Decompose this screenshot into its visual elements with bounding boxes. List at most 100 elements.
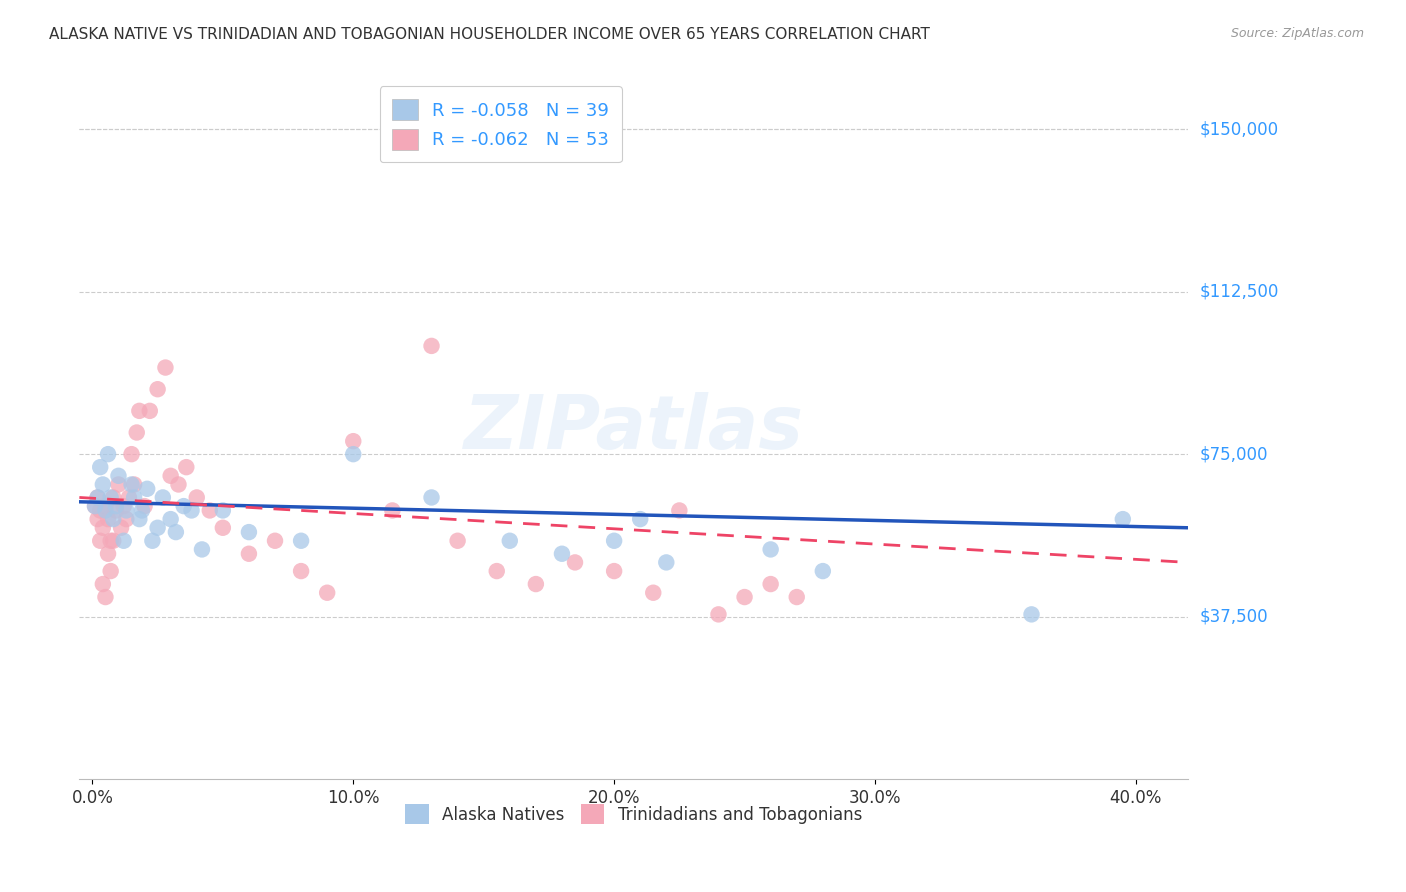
Point — [110, 521, 132, 535]
Point — [115, 503, 138, 517]
Text: ALASKA NATIVE VS TRINIDADIAN AND TOBAGONIAN HOUSEHOLDER INCOME OVER 65 YEARS COR: ALASKA NATIVE VS TRINIDADIAN AND TOBAGON… — [49, 27, 931, 42]
Point — [103, 491, 125, 505]
Point — [84, 499, 107, 513]
Point — [122, 491, 145, 505]
Point — [136, 482, 159, 496]
Point — [146, 382, 169, 396]
Point — [104, 503, 127, 517]
Point — [446, 533, 468, 548]
Point — [420, 491, 443, 505]
Text: Source: ZipAtlas.com: Source: ZipAtlas.com — [1230, 27, 1364, 40]
Point — [86, 491, 108, 505]
Point — [89, 460, 111, 475]
Point — [564, 556, 586, 570]
Text: ZIPatlas: ZIPatlas — [464, 392, 804, 465]
Point — [420, 339, 443, 353]
Point — [115, 512, 138, 526]
Point — [186, 491, 208, 505]
Point — [159, 512, 181, 526]
Point — [707, 607, 730, 622]
Point — [191, 542, 214, 557]
Point — [499, 533, 522, 548]
Point — [94, 499, 117, 513]
Point — [485, 564, 508, 578]
Point — [104, 499, 127, 513]
Point — [125, 425, 148, 440]
Point — [103, 512, 125, 526]
Point — [97, 547, 120, 561]
Point — [643, 585, 665, 599]
Point — [100, 533, 122, 548]
Point — [84, 499, 107, 513]
Text: $75,000: $75,000 — [1199, 445, 1268, 463]
Point — [141, 533, 163, 548]
Point — [128, 512, 150, 526]
Point — [551, 547, 574, 561]
Point — [89, 503, 111, 517]
Point — [759, 542, 782, 557]
Point — [381, 503, 404, 517]
Point — [112, 499, 135, 513]
Point — [128, 404, 150, 418]
Point — [94, 503, 117, 517]
Legend: Alaska Natives, Trinidadians and Tobagonians: Alaska Natives, Trinidadians and Tobagon… — [395, 795, 872, 834]
Point — [811, 564, 834, 578]
Point — [628, 512, 651, 526]
Point — [91, 477, 114, 491]
Point — [91, 577, 114, 591]
Point — [786, 590, 808, 604]
Point — [238, 547, 260, 561]
Point — [211, 503, 233, 517]
Point — [655, 556, 678, 570]
Point — [146, 521, 169, 535]
Point — [290, 533, 312, 548]
Text: $112,500: $112,500 — [1199, 283, 1278, 301]
Point — [89, 533, 111, 548]
Point — [165, 525, 187, 540]
Point — [100, 491, 122, 505]
Point — [107, 468, 129, 483]
Point — [121, 477, 143, 491]
Point — [211, 521, 233, 535]
Point — [86, 491, 108, 505]
Point — [118, 491, 141, 505]
Point — [173, 499, 195, 513]
Point — [155, 360, 177, 375]
Point — [167, 477, 190, 491]
Point — [122, 477, 145, 491]
Point — [103, 533, 125, 548]
Point — [134, 499, 156, 513]
Point — [342, 434, 364, 449]
Point — [1021, 607, 1043, 622]
Point — [290, 564, 312, 578]
Point — [86, 512, 108, 526]
Point — [668, 503, 690, 517]
Point — [94, 590, 117, 604]
Point — [152, 491, 174, 505]
Point — [91, 521, 114, 535]
Point — [176, 460, 198, 475]
Point — [316, 585, 339, 599]
Point — [264, 533, 287, 548]
Point — [180, 503, 202, 517]
Point — [131, 503, 153, 517]
Point — [107, 477, 129, 491]
Text: $150,000: $150,000 — [1199, 120, 1278, 138]
Point — [603, 564, 626, 578]
Point — [603, 533, 626, 548]
Point — [112, 533, 135, 548]
Point — [342, 447, 364, 461]
Point — [159, 468, 181, 483]
Point — [139, 404, 162, 418]
Point — [121, 447, 143, 461]
Point — [97, 447, 120, 461]
Point — [100, 564, 122, 578]
Text: $37,500: $37,500 — [1199, 607, 1268, 625]
Point — [238, 525, 260, 540]
Point — [97, 512, 120, 526]
Point — [734, 590, 756, 604]
Point — [524, 577, 547, 591]
Point — [198, 503, 221, 517]
Point — [759, 577, 782, 591]
Point — [1112, 512, 1135, 526]
